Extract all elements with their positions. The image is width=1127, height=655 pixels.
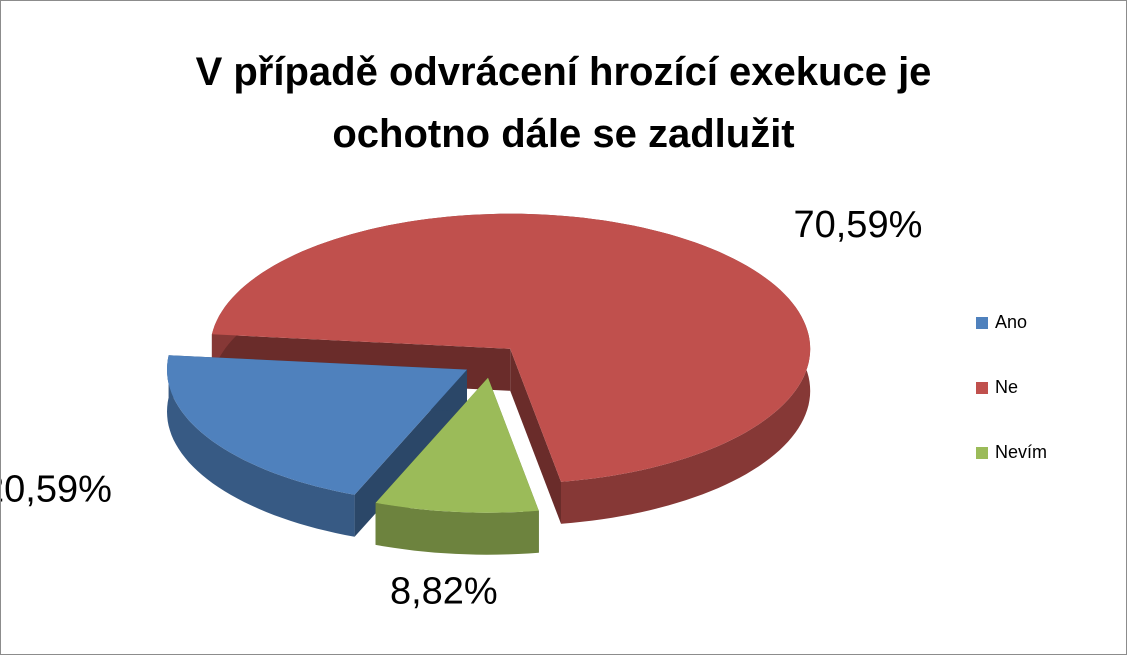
slice-top (375, 377, 539, 513)
slice (211, 213, 811, 524)
legend-label: Ano (995, 312, 1027, 332)
data-label: 8,82% (390, 570, 498, 612)
slice-wall (510, 348, 561, 524)
chart-title: V případě odvrácení hrozící exekuce je o… (195, 50, 932, 156)
legend-swatch (976, 447, 988, 459)
slice-side (375, 502, 539, 555)
legend-label: Ne (995, 377, 1018, 397)
slice-top (211, 213, 811, 482)
slice (167, 355, 467, 537)
slice-top (167, 355, 467, 495)
slice (375, 377, 539, 555)
data-label: 20,59% (1, 468, 112, 510)
slice-side (167, 355, 355, 537)
legend-label: Nevím (995, 442, 1047, 462)
legend-swatch (976, 317, 988, 329)
data-label: 70,59% (793, 204, 922, 246)
legend-swatch (976, 382, 988, 394)
